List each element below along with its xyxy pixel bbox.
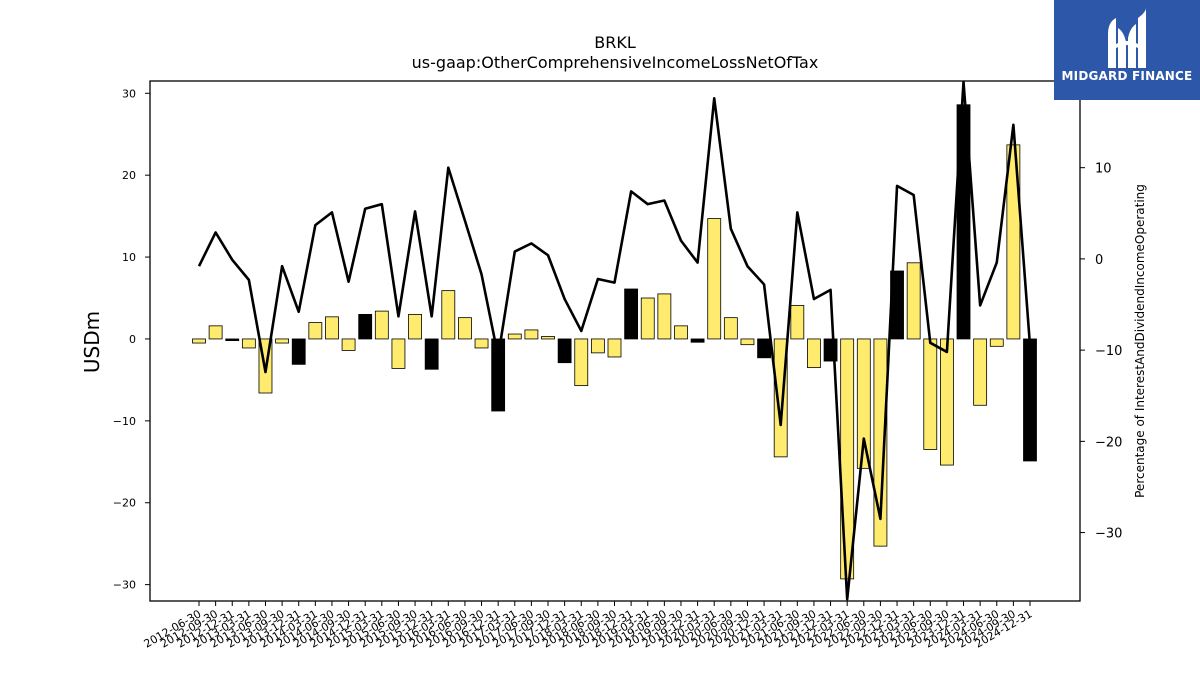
- bar: [757, 338, 771, 359]
- bar: [441, 290, 456, 340]
- line-layer: [197, 80, 1032, 601]
- bar: [408, 313, 422, 340]
- bar: [940, 338, 954, 466]
- bar: [524, 329, 539, 340]
- bar: [923, 338, 938, 450]
- y-axis-label: USDm: [80, 311, 104, 373]
- axes-layer: −30−20−100102030−30−20−100102012-06-3020…: [113, 80, 1122, 651]
- bar: [474, 338, 489, 349]
- y2-tick-label: −30: [1095, 527, 1122, 542]
- bar: [291, 338, 306, 365]
- y-tick-label: −20: [113, 497, 136, 510]
- bar: [341, 338, 356, 351]
- bar: [690, 338, 705, 343]
- bar: [740, 338, 755, 346]
- bar: [275, 338, 290, 344]
- bar: [192, 338, 206, 344]
- bar: [325, 316, 339, 340]
- bar: [956, 104, 971, 340]
- brand-name: MIDGARD FINANCE: [1061, 69, 1193, 83]
- y2-tick-label: −20: [1095, 435, 1122, 450]
- bar: [358, 313, 373, 340]
- bar: [208, 325, 223, 340]
- chart-title: BRKL: [594, 33, 636, 52]
- bar: [241, 338, 256, 349]
- bar: [308, 322, 323, 340]
- y2-tick-label: −10: [1095, 344, 1122, 359]
- y-tick-label: 30: [122, 87, 136, 100]
- bar: [723, 317, 738, 340]
- y-tick-label: 10: [122, 251, 136, 264]
- bar: [507, 333, 522, 340]
- bar: [807, 338, 821, 369]
- bar: [906, 262, 921, 340]
- bar: [640, 297, 655, 340]
- bar: [973, 338, 988, 406]
- bar: [989, 338, 1004, 347]
- bar: [707, 218, 722, 340]
- bar: [790, 304, 805, 340]
- bar: [574, 338, 589, 387]
- y-tick-label: 0: [129, 333, 136, 346]
- bar: [624, 288, 639, 340]
- chart-subtitle: us-gaap:OtherComprehensiveIncomeLossNetO…: [412, 53, 819, 72]
- y-tick-label: −30: [113, 579, 136, 592]
- bar: [1006, 144, 1021, 340]
- bar: [458, 317, 472, 340]
- y-tick-label: 20: [122, 169, 136, 182]
- bar: [674, 325, 688, 340]
- bar: [374, 310, 389, 340]
- y2-tick-label: 0: [1095, 253, 1103, 268]
- bar: [1023, 338, 1037, 462]
- bar: [391, 338, 406, 369]
- bar: [541, 336, 555, 340]
- bar: [557, 338, 572, 364]
- bar: [491, 338, 506, 412]
- ratio-line: [197, 80, 1032, 601]
- bar: [424, 338, 439, 370]
- bar: [590, 338, 605, 354]
- y2-axis-label: Percentage of InterestAndDividendIncomeO…: [1133, 184, 1147, 498]
- bar: [856, 338, 871, 469]
- brand-logo: MIDGARD FINANCE: [1054, 0, 1200, 100]
- bar: [873, 338, 888, 547]
- bars-layer: [192, 104, 1037, 580]
- bar: [225, 338, 240, 341]
- y2-tick-label: 10: [1095, 162, 1112, 177]
- y-tick-label: −10: [113, 415, 136, 428]
- bar: [657, 293, 672, 340]
- bar: [607, 338, 622, 358]
- midgard-m-logo-icon: [1108, 8, 1146, 68]
